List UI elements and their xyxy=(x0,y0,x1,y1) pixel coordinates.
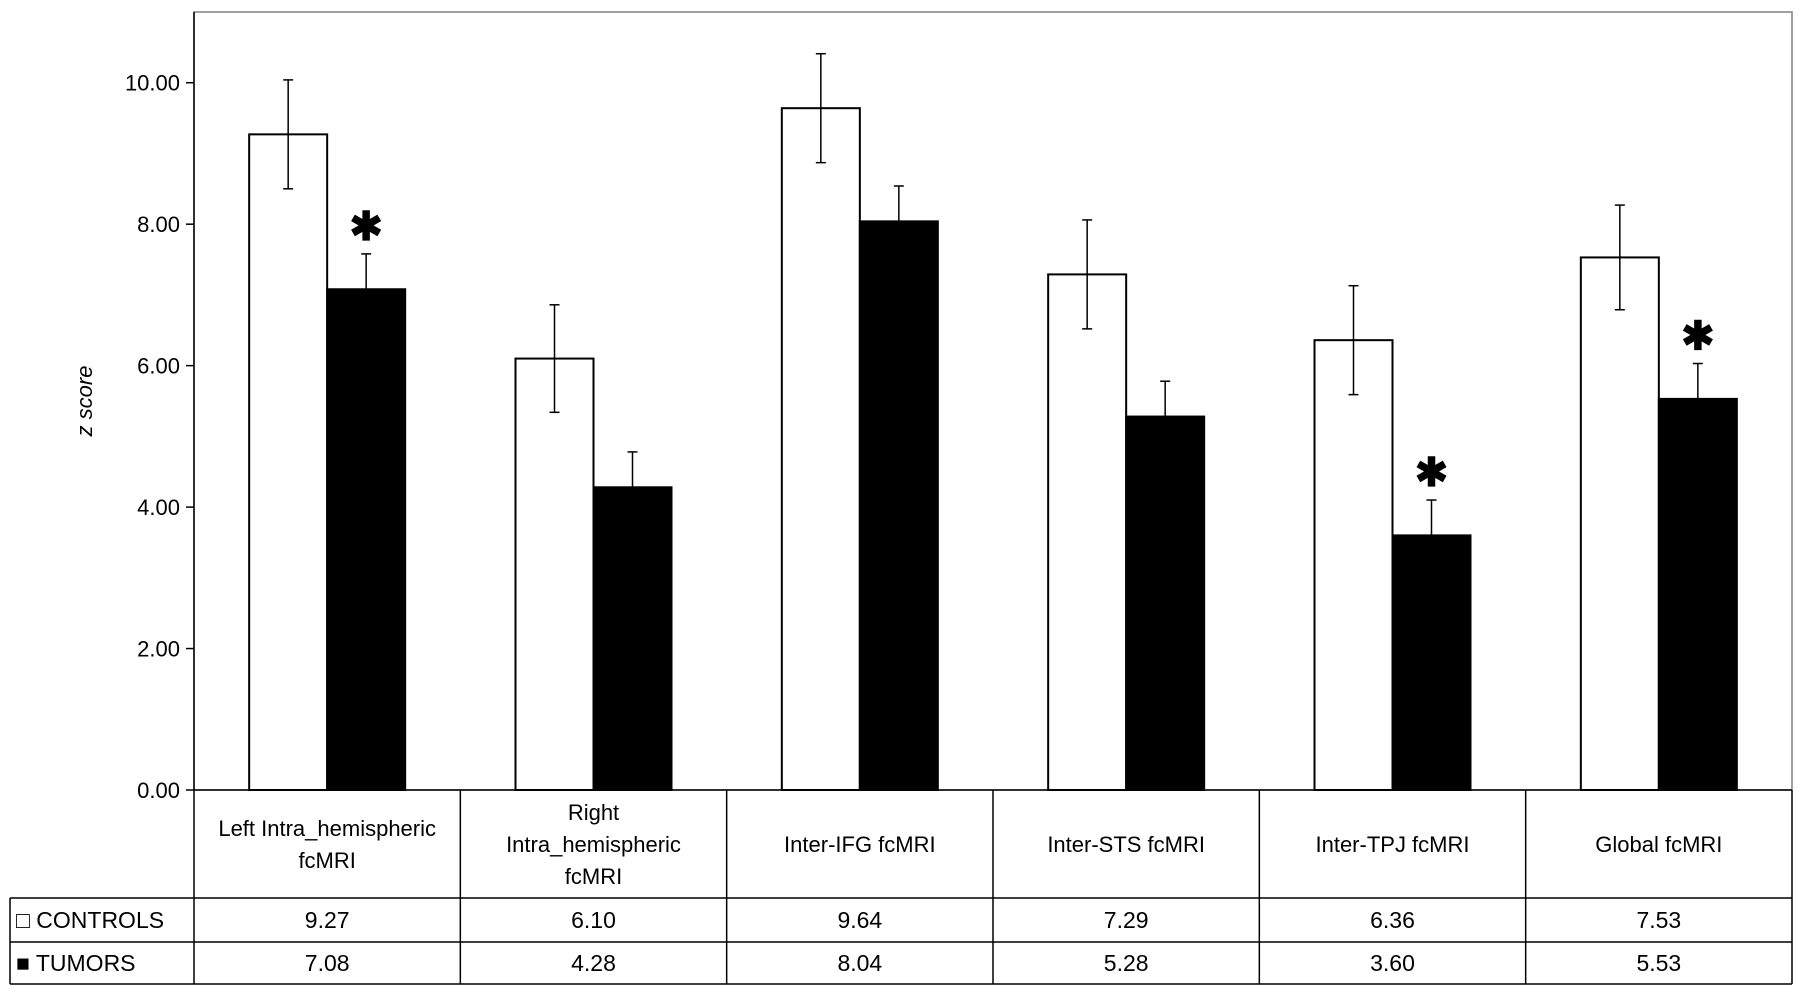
data-table: Left Intra_hemispheric fcMRI Right Intra_he… xyxy=(9,789,1793,985)
category-label-4: Inter-TPJ fcMRI xyxy=(1315,832,1469,857)
category-label-0: fcMRI xyxy=(298,848,355,873)
value-controls-5: 7.53 xyxy=(1636,907,1681,933)
category-label-2: Inter-IFG fcMRI xyxy=(784,832,936,857)
bar-tumors-3 xyxy=(1125,415,1206,791)
y-tick-label: 10.00 xyxy=(125,71,180,96)
value-controls-4: 6.36 xyxy=(1370,907,1415,933)
value-controls-2: 9.64 xyxy=(837,907,882,933)
value-controls-1: 6.10 xyxy=(571,907,616,933)
y-tick-label: 8.00 xyxy=(137,212,180,237)
y-axis-title: z score xyxy=(72,366,97,438)
category-label-1: fcMRI xyxy=(565,864,622,889)
error-bars xyxy=(283,52,1703,572)
legend-tumors: ■ TUMORS xyxy=(16,950,136,976)
bar-controls-2 xyxy=(780,107,861,792)
value-controls-3: 7.29 xyxy=(1104,907,1149,933)
value-controls-0: 9.27 xyxy=(305,907,350,933)
value-tumors-5: 5.53 xyxy=(1636,950,1681,976)
significance-star-5: ✱ xyxy=(1681,315,1715,359)
bar-controls-0 xyxy=(248,133,329,792)
bar-tumors-5 xyxy=(1657,397,1738,791)
plot-frame xyxy=(193,11,1793,791)
bar-controls-5 xyxy=(1579,256,1660,791)
significance-star-0: ✱ xyxy=(349,205,383,249)
significance-markers: ✱ ✱ ✱ xyxy=(349,205,1714,495)
value-tumors-0: 7.08 xyxy=(305,950,350,976)
legend-controls: □ CONTROLS xyxy=(16,907,164,933)
y-axis: 0.00 2.00 4.00 6.00 8.00 10.00 z score xyxy=(72,12,195,803)
category-label-3: Inter-STS fcMRI xyxy=(1047,832,1205,857)
bar-controls-3 xyxy=(1047,273,1128,791)
bar-tumors-4 xyxy=(1391,534,1472,792)
category-label-1: Right xyxy=(568,800,619,825)
category-label-5: Global fcMRI xyxy=(1595,832,1722,857)
value-tumors-1: 4.28 xyxy=(571,950,616,976)
value-tumors-2: 8.04 xyxy=(837,950,882,976)
bar-controls-1 xyxy=(514,357,595,791)
bar-tumors-0 xyxy=(326,288,407,791)
y-tick-label: 0.00 xyxy=(137,778,180,803)
y-tick-label: 2.00 xyxy=(137,637,180,662)
significance-star-4: ✱ xyxy=(1415,451,1449,495)
plot-area xyxy=(193,11,1793,791)
y-tick-label: 4.00 xyxy=(137,495,180,520)
value-tumors-3: 5.28 xyxy=(1104,950,1149,976)
bars xyxy=(248,107,1738,792)
bar-tumors-2 xyxy=(858,220,939,791)
category-label-0: Left Intra_hemispheric xyxy=(218,816,436,841)
category-label-1: Intra_hemispheric xyxy=(506,832,681,857)
bar-controls-4 xyxy=(1313,339,1394,791)
bar-tumors-1 xyxy=(592,486,673,791)
value-tumors-4: 3.60 xyxy=(1370,950,1415,976)
y-tick-label: 6.00 xyxy=(137,354,180,379)
